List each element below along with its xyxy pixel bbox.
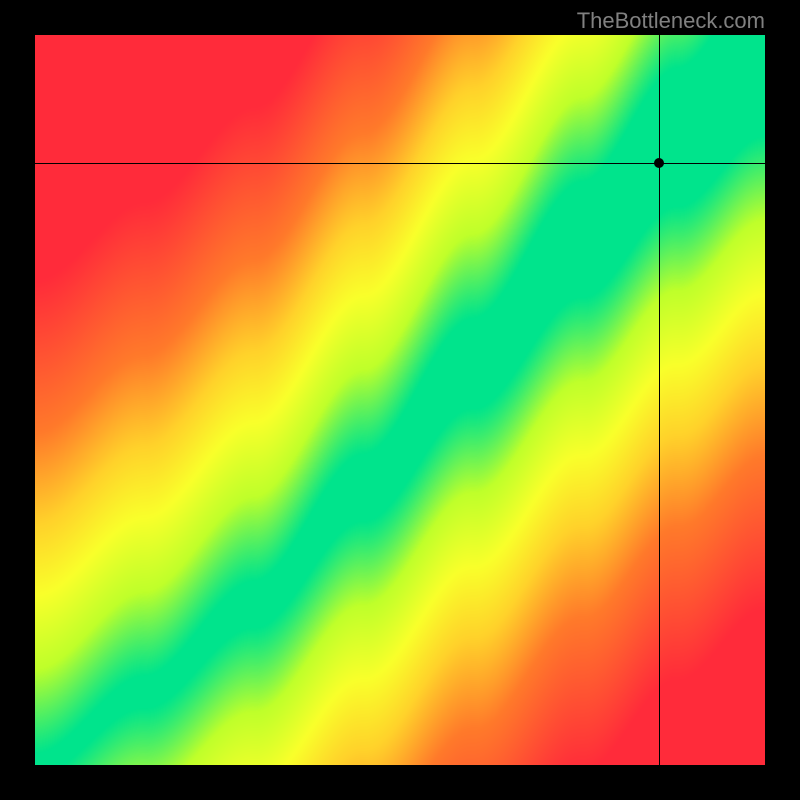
watermark-text: TheBottleneck.com	[577, 8, 765, 34]
heatmap-canvas	[35, 35, 765, 765]
plot-area	[35, 35, 765, 765]
crosshair-vertical	[659, 35, 660, 765]
crosshair-marker	[654, 158, 664, 168]
